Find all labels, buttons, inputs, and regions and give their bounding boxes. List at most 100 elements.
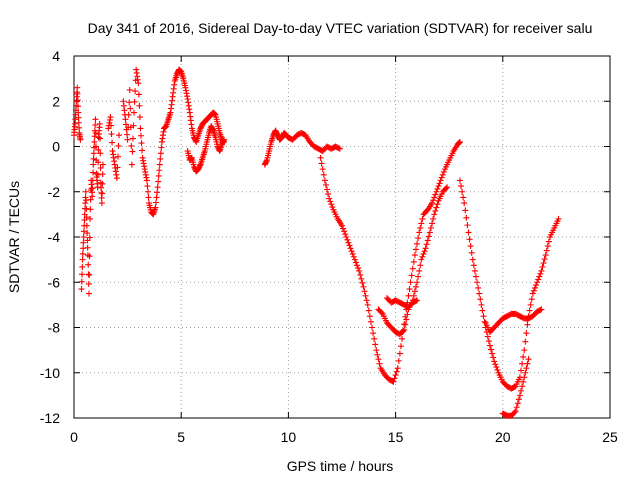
data-point-interp — [115, 142, 122, 149]
data-point-interp — [323, 186, 330, 193]
data-point-interp — [155, 172, 162, 179]
data-point-interp — [74, 97, 81, 104]
data-point-interp — [96, 135, 103, 142]
data-point-interp — [404, 311, 411, 318]
y-tick-label: 4 — [52, 48, 60, 64]
data-point-interp — [86, 271, 93, 278]
data-point-interp — [485, 338, 492, 345]
data-point-interp — [90, 150, 97, 157]
data-point-interp — [89, 185, 96, 192]
series-l — [499, 356, 532, 419]
data-point-interp — [76, 124, 83, 131]
data-point-interp — [488, 346, 495, 353]
data-point-interp — [135, 91, 142, 98]
data-point-interp — [82, 200, 89, 207]
data-point — [128, 161, 135, 168]
data-point-interp — [475, 284, 482, 291]
data-point — [143, 177, 150, 184]
data-point — [465, 229, 472, 236]
data-point-interp — [414, 240, 421, 247]
data-point — [399, 335, 406, 342]
data-point — [418, 256, 425, 263]
data-point-interp — [480, 313, 487, 320]
data-point-interp — [470, 262, 477, 269]
data-point — [461, 200, 468, 207]
series-i — [384, 295, 421, 311]
data-point-interp — [403, 316, 410, 323]
data-point — [356, 267, 363, 274]
data-point-interp — [154, 189, 161, 196]
data-point-interp — [492, 361, 499, 368]
data-point-interp — [361, 288, 368, 295]
data-point-interp — [75, 114, 82, 121]
data-point-interp — [114, 164, 121, 171]
data-point-interp — [136, 102, 143, 109]
data-point — [529, 290, 536, 297]
y-tick-label: -4 — [48, 229, 61, 245]
data-point-interp — [459, 188, 466, 195]
data-point — [416, 229, 423, 236]
data-point-interp — [79, 271, 86, 278]
data-point — [437, 177, 444, 184]
data-point-interp — [98, 184, 105, 191]
data-point — [131, 109, 138, 116]
data-point — [347, 245, 354, 252]
data-point — [521, 347, 528, 354]
data-point — [411, 252, 418, 259]
data-point-interp — [434, 185, 441, 192]
data-point-interp — [155, 178, 162, 185]
data-point-interp — [539, 263, 546, 270]
data-point-interp — [75, 103, 82, 110]
data-point-interp — [427, 224, 434, 231]
data-point-interp — [424, 237, 431, 244]
data-point — [98, 200, 105, 207]
data-point-interp — [412, 246, 419, 253]
data-point-interp — [527, 301, 534, 308]
x-tick-label: 10 — [281, 429, 297, 445]
y-tick-label: 2 — [52, 93, 60, 109]
data-point — [478, 301, 485, 308]
data-point-interp — [522, 338, 529, 345]
data-point — [90, 161, 97, 168]
data-point — [414, 297, 421, 304]
data-point-interp — [518, 367, 525, 374]
data-point-interp — [157, 150, 164, 157]
data-point — [429, 200, 436, 207]
data-point-interp — [128, 142, 135, 149]
data-point-interp — [536, 273, 543, 280]
data-point-interp — [349, 250, 356, 257]
chart-title: Day 341 of 2016, Sidereal Day-to-day VTE… — [88, 20, 593, 36]
data-point-interp — [457, 183, 464, 190]
y-tick-label: -8 — [48, 320, 61, 336]
data-point-interp — [490, 354, 497, 361]
data-point — [113, 175, 120, 182]
data-point-interp — [97, 164, 104, 171]
data-point — [116, 132, 123, 139]
data-point-interp — [405, 292, 412, 299]
data-point — [422, 245, 429, 252]
data-point — [456, 138, 463, 145]
data-point-interp — [138, 140, 145, 147]
data-point — [83, 222, 90, 229]
series-e — [184, 123, 228, 175]
data-point-interp — [132, 88, 139, 95]
data-point — [321, 177, 328, 184]
data-point-interp — [92, 143, 99, 150]
data-point-interp — [354, 262, 361, 269]
data-point — [521, 374, 528, 381]
data-point-interp — [400, 327, 407, 334]
data-point — [94, 184, 101, 191]
data-point-interp — [523, 330, 530, 337]
data-point-interp — [518, 387, 525, 394]
data-point — [339, 222, 345, 229]
data-point-interp — [144, 188, 151, 195]
data-point-interp — [340, 225, 347, 232]
data-point-interp — [139, 147, 146, 154]
data-point-interp — [540, 260, 547, 267]
data-point-interp — [524, 360, 531, 367]
data-point-interp — [80, 239, 87, 246]
data-point — [538, 267, 545, 274]
data-point-interp — [420, 250, 427, 257]
data-point — [107, 114, 114, 121]
data-point-interp — [125, 111, 132, 118]
